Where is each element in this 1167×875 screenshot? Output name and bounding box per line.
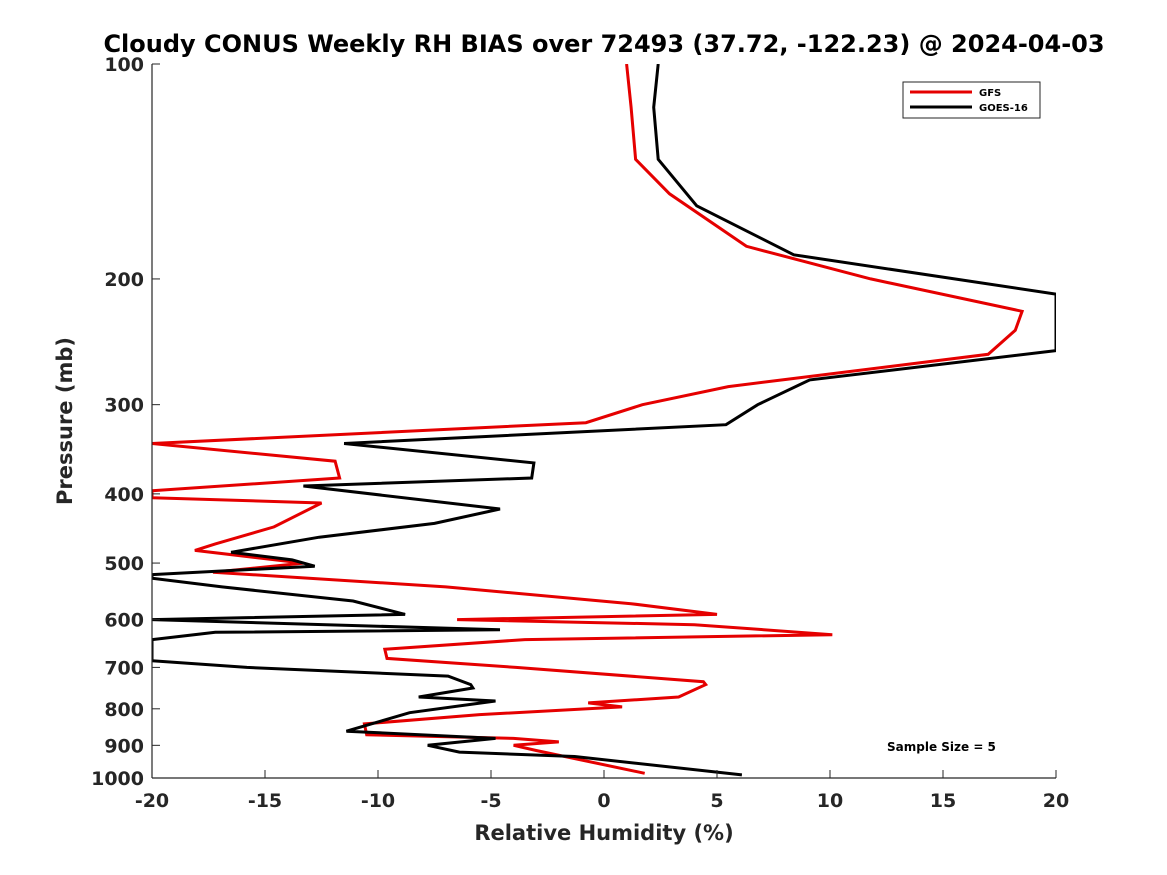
y-tick-label: 900 bbox=[104, 735, 144, 757]
y-tick-label: 600 bbox=[104, 610, 144, 632]
x-tick-label: -5 bbox=[480, 790, 501, 812]
x-tick-label: 15 bbox=[930, 790, 956, 812]
series-line-goes16 bbox=[152, 64, 1056, 777]
x-tick-label: -15 bbox=[248, 790, 282, 812]
y-tick-label: 400 bbox=[104, 484, 144, 506]
y-axis-label: Pressure (mb) bbox=[53, 337, 77, 505]
y-tick-label: 100 bbox=[104, 54, 144, 76]
y-tick-label: 1000 bbox=[91, 768, 144, 790]
y-tick-label: 800 bbox=[104, 699, 144, 721]
x-tick-label: -10 bbox=[361, 790, 395, 812]
x-tick-label: 0 bbox=[597, 790, 610, 812]
x-tick-label: 20 bbox=[1043, 790, 1069, 812]
sample-size-annotation: Sample Size = 5 bbox=[887, 740, 996, 754]
y-tick-label: 700 bbox=[104, 657, 144, 679]
y-tick-label: 200 bbox=[104, 269, 144, 291]
x-tick-label: 5 bbox=[710, 790, 723, 812]
legend-label-gfs: GFS bbox=[979, 88, 1001, 99]
x-tick-label: -20 bbox=[135, 790, 169, 812]
chart-title: Cloudy CONUS Weekly RH BIAS over 72493 (… bbox=[103, 30, 1104, 58]
x-tick-label: 10 bbox=[817, 790, 843, 812]
series-line-gfs bbox=[152, 64, 1025, 775]
x-axis-label: Relative Humidity (%) bbox=[474, 821, 733, 845]
legend-box bbox=[902, 81, 1041, 119]
legend-label-goes16: GOES-16 bbox=[979, 103, 1028, 114]
y-tick-label: 300 bbox=[104, 395, 144, 417]
y-tick-label: 500 bbox=[104, 553, 144, 575]
legend: GFS GOES-16 bbox=[902, 81, 1041, 119]
plot-area: -20 -15 -10 -5 0 5 10 15 20 100 200 300 400 500 600 700… bbox=[91, 54, 1069, 812]
